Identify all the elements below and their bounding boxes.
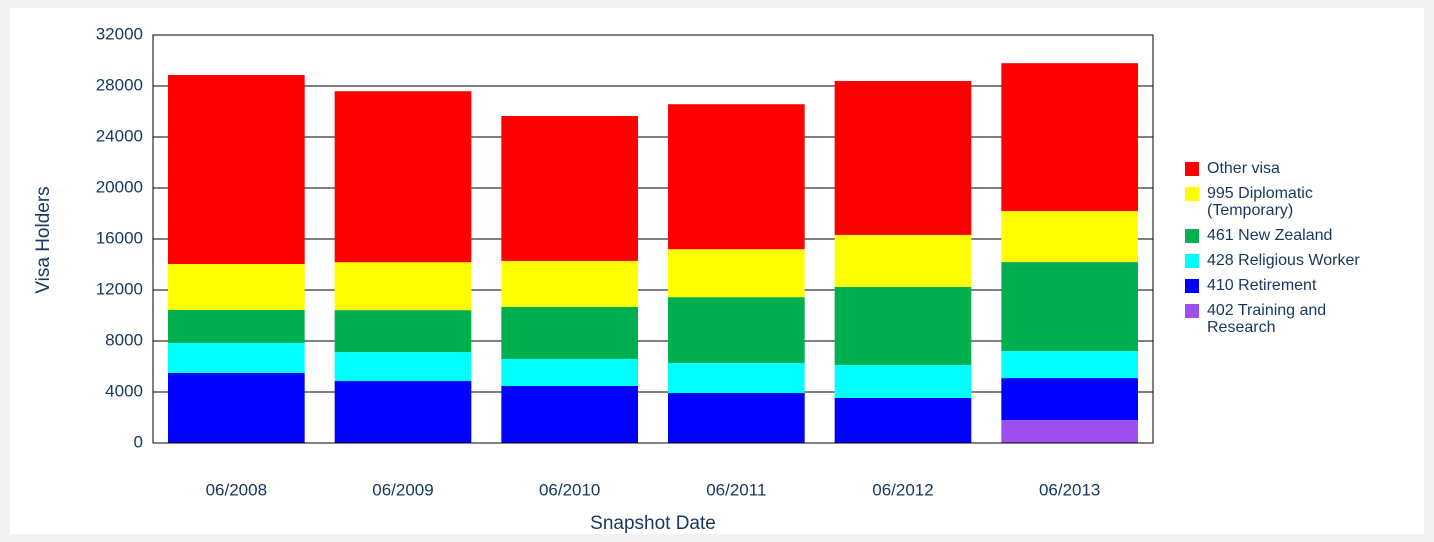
y-tick-label: 12000 [96, 279, 143, 298]
x-tick-label: 06/2008 [206, 480, 267, 499]
y-tick-label: 8000 [105, 330, 143, 349]
x-tick-label: 06/2012 [872, 480, 933, 499]
legend-label: 995 Diplomatic (Temporary) [1207, 185, 1313, 219]
legend-swatch [1185, 304, 1199, 318]
legend-item: 461 New Zealand [1185, 227, 1405, 244]
legend-swatch [1185, 279, 1199, 293]
bar-segment [501, 386, 638, 443]
y-tick-label: 4000 [105, 381, 143, 400]
bar-segment [1001, 351, 1138, 379]
legend-swatch [1185, 254, 1199, 268]
bar-segment [834, 234, 972, 287]
bar-segment [168, 343, 305, 374]
bar-segment [501, 115, 638, 261]
bar-segment [334, 352, 472, 382]
legend-item: 402 Training and Research [1185, 302, 1405, 336]
bar-segment [334, 262, 472, 311]
legend-label: Other visa [1207, 160, 1280, 177]
bar-segment [1001, 378, 1138, 421]
bar-segment [668, 249, 805, 298]
legend-label: 402 Training and Research [1207, 302, 1327, 336]
y-tick-label: 32000 [96, 24, 143, 43]
bar-segment [834, 397, 972, 443]
legend-swatch [1185, 162, 1199, 176]
bar-segment [501, 306, 638, 359]
legend-label: 461 New Zealand [1207, 227, 1333, 244]
bar-segment [834, 81, 972, 235]
y-tick-label: 24000 [96, 126, 143, 145]
bar-segment [334, 91, 472, 263]
x-tick-label: 06/2011 [706, 480, 766, 499]
legend-item: 995 Diplomatic (Temporary) [1185, 185, 1405, 219]
bar-segment [334, 310, 472, 353]
y-tick-label: 20000 [96, 177, 143, 196]
plot-frame [152, 34, 1154, 444]
bar-segment [1001, 63, 1138, 212]
bar-segment [334, 381, 472, 443]
legend-label: 410 Retirement [1207, 277, 1317, 294]
legend-item: 410 Retirement [1185, 277, 1405, 294]
bar-segment [501, 358, 638, 387]
x-tick-label: 06/2010 [539, 480, 600, 499]
bar-segment [1001, 420, 1138, 443]
x-tick-label: 06/2013 [1039, 480, 1100, 499]
bar-segment [668, 363, 805, 394]
legend-item: 428 Religious Worker [1185, 252, 1405, 269]
bar-segment [168, 263, 305, 311]
legend: Other visa 995 Diplomatic (Temporary) 461 … [1185, 160, 1405, 344]
bar-segment [1001, 211, 1138, 263]
legend-swatch [1185, 187, 1199, 201]
legend-swatch [1185, 229, 1199, 243]
bar-segment [1001, 262, 1138, 352]
y-tick-label: 28000 [96, 75, 143, 94]
bar-segment [668, 393, 805, 443]
y-tick-label: 0 [134, 432, 143, 451]
bar-segment [168, 75, 305, 264]
x-axis-title: Snapshot Date [590, 513, 716, 534]
y-tick-label: 16000 [96, 228, 143, 247]
legend-label: 428 Religious Worker [1207, 252, 1360, 269]
bar-segment [168, 373, 305, 443]
x-tick-label: 06/2009 [372, 480, 433, 499]
bar-segment [668, 297, 805, 364]
bar-segment [668, 104, 805, 250]
bar-segment [168, 310, 305, 344]
y-axis-title: Visa Holders [33, 186, 54, 293]
bar-segment [501, 260, 638, 307]
bar-segment [834, 286, 972, 365]
legend-item: Other visa [1185, 160, 1405, 177]
bar-segment [834, 364, 972, 398]
